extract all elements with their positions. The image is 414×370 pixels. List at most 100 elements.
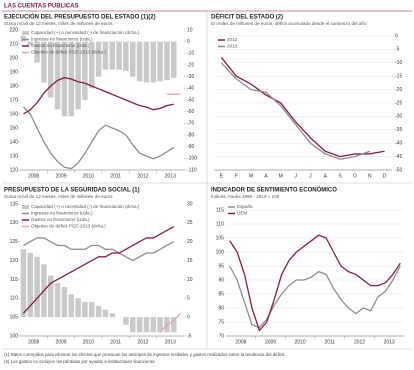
bar xyxy=(164,41,170,81)
legend-label: 2013 xyxy=(227,44,238,49)
y-tick-label: 160 xyxy=(10,111,19,117)
y-tick-label: -10 xyxy=(395,60,402,66)
x-tick-label: A xyxy=(264,173,268,179)
footnote: (1) Datos corregidos para eliminar los e… xyxy=(4,352,285,357)
x-tick-label: 2012 xyxy=(137,339,148,345)
bar xyxy=(109,313,115,318)
y2-tick-label: 20 xyxy=(187,239,193,245)
y2-tick-label: -70 xyxy=(187,121,194,127)
x-tick-label: 2013 xyxy=(384,339,395,345)
y2-tick-label: -20 xyxy=(187,62,194,68)
x-tick-label: J xyxy=(294,173,297,179)
y2-tick-label: 10 xyxy=(187,277,193,283)
y-tick-label: 200 xyxy=(10,55,19,61)
y2-tick-label: -110 xyxy=(187,167,197,173)
bar xyxy=(130,317,136,333)
bar xyxy=(136,41,143,82)
bar xyxy=(95,305,102,318)
bar xyxy=(89,302,95,318)
bar xyxy=(27,253,33,318)
legend-label: UEM xyxy=(237,211,247,216)
y2-tick-label: 30 xyxy=(187,201,193,207)
y2-tick-label: 15 xyxy=(187,258,193,264)
y-tick-label: 70 xyxy=(218,333,224,339)
y-tick-label: -25 xyxy=(395,100,402,106)
x-tick-label: A xyxy=(324,173,328,179)
chart-subtitle: Suma móvil de 12 meses, miles de millone… xyxy=(4,194,113,199)
y-tick-label: 110 xyxy=(216,221,224,227)
bar xyxy=(102,41,109,70)
line-series xyxy=(23,76,174,115)
bar xyxy=(48,41,54,98)
bar xyxy=(89,41,95,89)
bar xyxy=(171,41,177,78)
y2-tick-label: 0 xyxy=(187,39,190,45)
y-tick-label: 125 xyxy=(10,239,19,245)
y-tick-label: 100 xyxy=(216,249,225,255)
x-tick-label: O xyxy=(353,173,357,179)
x-tick-label: 2009 xyxy=(55,173,66,179)
x-tick-label: M xyxy=(279,173,283,179)
y-tick-label: -5 xyxy=(395,47,400,53)
bar xyxy=(41,41,47,83)
chart-title: EJECUCIÓN DEL PRESUPUESTO DEL ESTADO (1)… xyxy=(4,13,156,21)
x-tick-label: 2013 xyxy=(165,339,176,345)
footnote: (2) Los gastos no incluyen las pérdidas … xyxy=(4,359,155,364)
y-tick-label: -20 xyxy=(395,87,402,93)
y-tick-label: 110 xyxy=(10,296,18,302)
legend-label: Objetivo de déficit PGE-2013 (dcha.) xyxy=(31,224,106,229)
legend-label: Capacidad (+) o necesidad (-) de financi… xyxy=(31,30,140,35)
line-series xyxy=(22,226,175,314)
chart-title: DÉFICIT DEL ESTADO (2) xyxy=(211,13,283,21)
y-tick-label: 170 xyxy=(10,97,19,103)
y-tick-label: 100 xyxy=(10,333,19,339)
bar xyxy=(95,41,102,77)
y2-tick-label: 0 xyxy=(187,314,190,320)
chart-title: INDICADOR DE SENTIMIENTO ECONÓMICO xyxy=(211,186,337,194)
chart-subtitle: En miles de millones de euros, déficit a… xyxy=(211,21,367,26)
bar xyxy=(150,317,156,333)
bar xyxy=(109,41,115,70)
line-series xyxy=(22,106,175,170)
x-tick-label: 2011 xyxy=(324,339,335,345)
x-tick-label: 2012 xyxy=(354,339,365,345)
x-tick-label: N xyxy=(368,173,372,179)
y-tick-label: 80 xyxy=(218,305,224,311)
x-tick-label: 2010 xyxy=(83,339,94,345)
y2-tick-label: -30 xyxy=(187,74,194,80)
bar xyxy=(136,317,143,333)
bar xyxy=(48,275,54,318)
x-tick-label: 2012 xyxy=(137,173,148,179)
bar xyxy=(157,317,163,333)
line-series xyxy=(229,234,401,332)
y-tick-label: -15 xyxy=(395,74,402,80)
y-tick-label: -50 xyxy=(395,167,402,173)
y2-tick-label: -10 xyxy=(187,51,194,57)
line-series xyxy=(23,237,175,262)
bar xyxy=(130,41,136,77)
y-tick-label: 130 xyxy=(10,153,19,159)
x-tick-label: 2008 xyxy=(235,339,246,345)
legend-swatch xyxy=(22,31,29,35)
y2-tick-label: -40 xyxy=(187,86,194,92)
x-tick-label: 2010 xyxy=(295,339,306,345)
bar xyxy=(123,317,129,325)
bar xyxy=(102,309,109,318)
y-tick-label: 115 xyxy=(10,277,18,283)
x-tick-label: 2011 xyxy=(110,339,121,345)
x-tick-label: M xyxy=(249,173,253,179)
bar xyxy=(34,256,40,318)
bar xyxy=(54,283,61,318)
x-tick-label: 2009 xyxy=(55,339,66,345)
legend-label: 2012 xyxy=(227,37,238,42)
bar xyxy=(34,41,40,63)
bar xyxy=(20,249,27,318)
bar xyxy=(61,41,68,117)
y2-tick-label: -80 xyxy=(187,132,194,138)
bar xyxy=(82,41,88,100)
x-tick-label: 2010 xyxy=(83,173,94,179)
bar xyxy=(123,41,129,71)
x-tick-label: F xyxy=(235,173,238,179)
x-tick-label: 2008 xyxy=(28,173,39,179)
y-tick-label: 150 xyxy=(10,125,19,131)
